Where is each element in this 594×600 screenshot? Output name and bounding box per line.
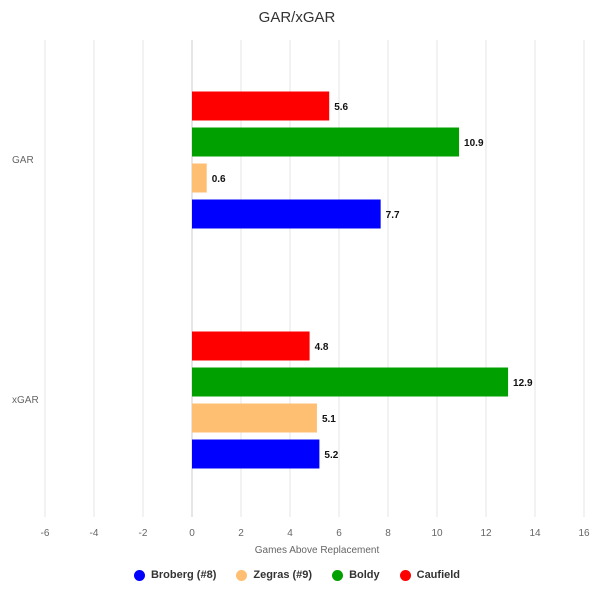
x-tick-label: 16: [578, 528, 590, 539]
bar-value-label: 10.9: [464, 138, 484, 149]
x-tick-label: 10: [431, 528, 443, 539]
legend-label: Caufield: [416, 569, 461, 581]
bar-value-label: 5.6: [334, 102, 348, 113]
bar: [192, 439, 320, 469]
legend-item: Caufield: [399, 569, 461, 581]
x-tick-label: 12: [480, 528, 492, 539]
x-tick-label: 8: [385, 528, 391, 539]
x-tick-label: 6: [336, 528, 342, 539]
legend-swatch: [332, 569, 344, 581]
data-labels: 7.7 0.6 10.9 5.6 5.2 5.1 12.9 4.8: [212, 102, 533, 461]
legend: Broberg (#8) Zegras (#9) Boldy Caufield: [0, 569, 594, 581]
bar: [192, 403, 317, 433]
x-tick-label: -4: [90, 528, 99, 539]
legend-label: Boldy: [349, 569, 380, 581]
bar: [192, 91, 330, 121]
bar: [192, 199, 381, 229]
axes: -6 -4 -2 0 2 4 6 8 10 12 14 16 GAR xGAR: [12, 155, 590, 539]
legend-swatch: [399, 569, 411, 581]
bar-value-label: 5.2: [324, 450, 338, 461]
x-tick-label: 14: [529, 528, 541, 539]
bar-value-label: 0.6: [212, 174, 226, 185]
bar-value-label: 4.8: [315, 342, 329, 353]
x-tick-label: 0: [189, 528, 195, 539]
x-tick-label: 2: [238, 528, 244, 539]
x-tick-label: 4: [287, 528, 293, 539]
bars: [192, 91, 509, 469]
legend-swatch: [133, 569, 145, 581]
bar-value-label: 12.9: [513, 378, 533, 389]
y-tick-label: GAR: [12, 155, 34, 166]
bar: [192, 367, 509, 397]
bar: [192, 331, 310, 361]
legend-label: Zegras (#9): [253, 569, 313, 581]
y-tick-label: xGAR: [12, 395, 39, 406]
x-tick-label: -6: [41, 528, 50, 539]
x-axis-label: Games Above Replacement: [255, 545, 380, 556]
legend-swatch: [236, 569, 248, 581]
legend-item: Zegras (#9): [236, 569, 312, 581]
bar-value-label: 7.7: [386, 210, 400, 221]
chart-title: GAR/xGAR: [258, 9, 336, 26]
bar: [192, 163, 207, 193]
bar: [192, 127, 460, 157]
legend-item: Broberg (#8): [133, 569, 217, 581]
bar-value-label: 5.1: [322, 414, 336, 425]
legend-item: Boldy: [332, 569, 380, 581]
x-tick-label: -2: [139, 528, 148, 539]
legend-label: Broberg (#8): [150, 569, 217, 581]
